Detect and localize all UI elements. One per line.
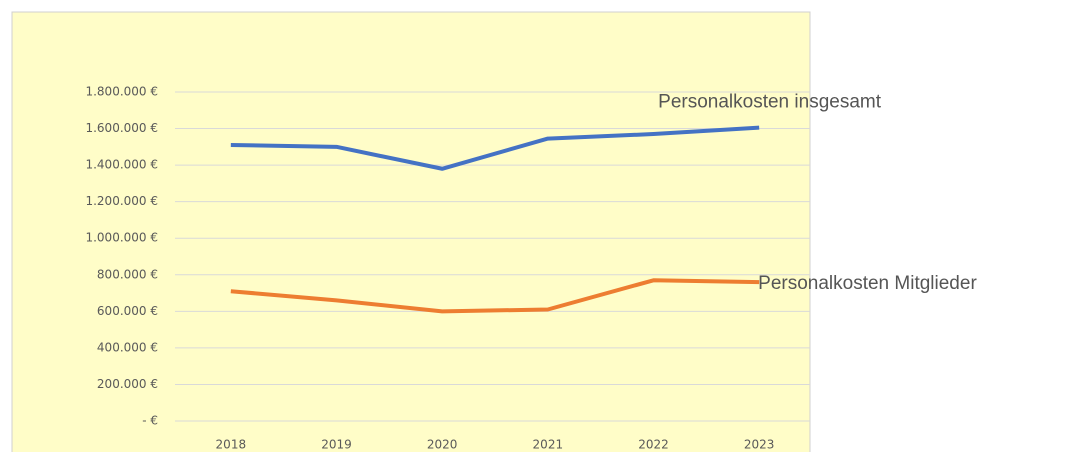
line — [230, 278, 760, 314]
y-tick-label: 200.000 € — [97, 377, 158, 391]
y-tick-label: 600.000 € — [97, 304, 158, 318]
x-tick-label: 2023 — [744, 438, 775, 452]
chart-panel — [11, 11, 811, 452]
y-tick-label: 800.000 € — [97, 267, 158, 281]
line — [230, 125, 760, 171]
y-tick-label: 1.000.000 € — [85, 231, 158, 245]
x-tick-label: 2021 — [533, 438, 564, 452]
x-tick-label: 2022 — [638, 438, 669, 452]
y-tick-label: 1.600.000 € — [85, 121, 158, 135]
x-tick-label: 2018 — [216, 438, 247, 452]
y-tick-label: 1.800.000 € — [85, 85, 158, 99]
series-label: Personalkosten Mitglieder — [758, 273, 977, 294]
y-tick-label: - € — [142, 414, 158, 428]
x-tick-label: 2019 — [321, 438, 352, 452]
y-tick-label: 1.200.000 € — [85, 194, 158, 208]
y-tick-label: 1.400.000 € — [85, 158, 158, 172]
x-tick-label: 2020 — [427, 438, 458, 452]
series-label: Personalkosten insgesamt — [658, 92, 882, 113]
y-tick-label: 400.000 € — [97, 340, 158, 354]
